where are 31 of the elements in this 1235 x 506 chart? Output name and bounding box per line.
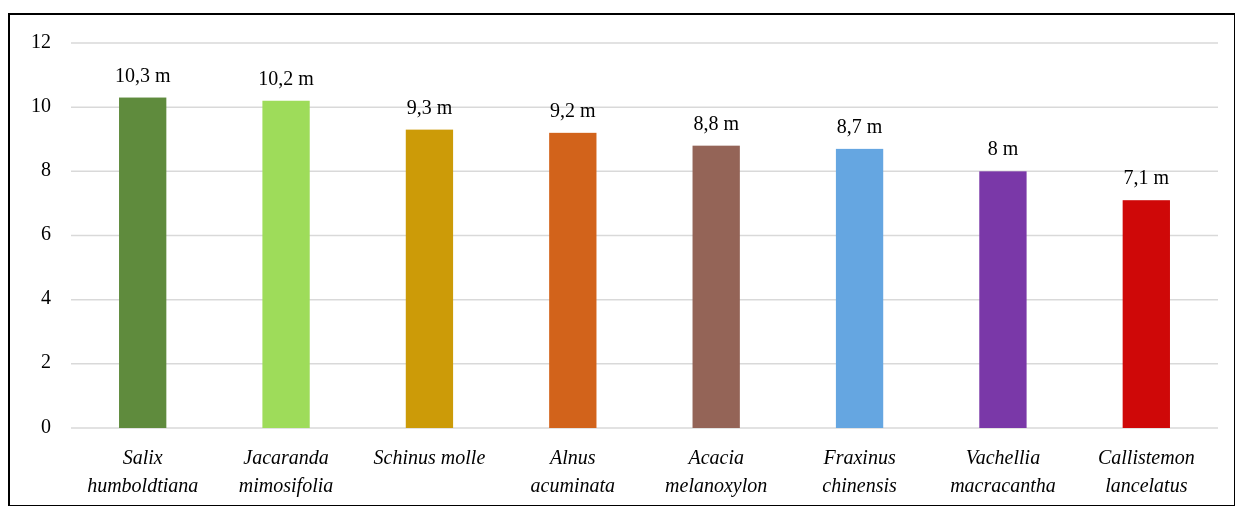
data-label: 8,7 m: [836, 114, 883, 137]
x-tick-label: Vachellia macracantha: [950, 446, 1056, 496]
data-label: 8,8 m: [693, 111, 740, 134]
data-label: 9,3 m: [406, 95, 453, 118]
bar: [692, 145, 740, 428]
x-tick-label: Schinus molle: [373, 446, 486, 468]
x-tick-label: Jacaranda mimosifolia: [238, 446, 334, 497]
bar: [405, 129, 454, 428]
bar: [549, 132, 597, 428]
x-tick-label: Fraxinus chinensis: [822, 446, 897, 496]
y-tick-label: 10: [31, 93, 51, 116]
x-tick-label: Acacia melanoxylon: [665, 446, 768, 497]
data-label: 10,3 m: [114, 63, 171, 86]
x-tick-label: Callistemon lancelatus: [1097, 446, 1195, 496]
y-tick-label: 12: [31, 29, 51, 52]
bar: [979, 171, 1027, 428]
data-label: 7,1 m: [1123, 166, 1170, 189]
bar: [119, 97, 167, 428]
data-label: 10,2 m: [258, 66, 315, 89]
y-tick-label: 2: [41, 350, 51, 373]
y-tick-label: 8: [41, 157, 51, 180]
y-tick-label: 0: [41, 414, 51, 437]
data-label: 8 m: [987, 137, 1019, 160]
x-tick-label: Alnus acuminata: [530, 446, 616, 496]
bar: [262, 100, 310, 428]
x-tick-label: Salix humboldtiana: [87, 446, 199, 496]
y-tick-label: 4: [41, 286, 51, 309]
bar: [1122, 200, 1170, 428]
bar: [835, 148, 884, 428]
data-label: 9,2 m: [550, 98, 597, 121]
y-tick-label: 6: [41, 222, 51, 245]
